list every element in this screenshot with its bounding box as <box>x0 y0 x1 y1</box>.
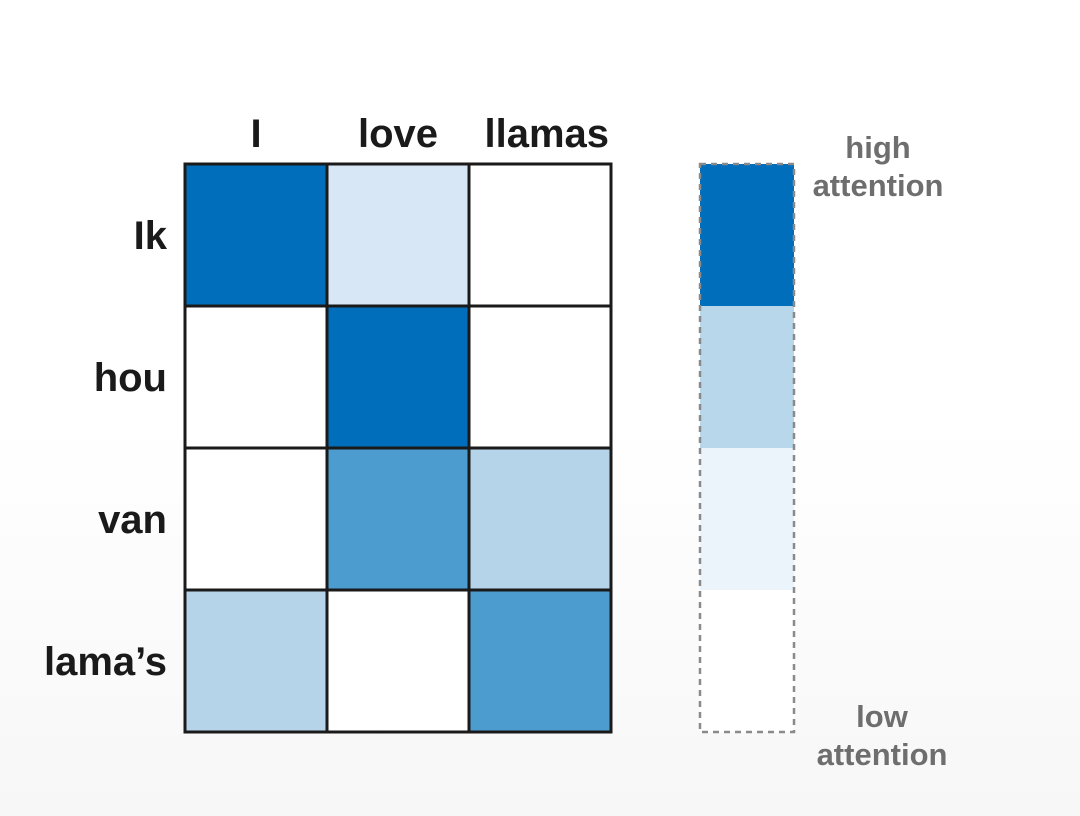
legend-low-label: low attention <box>817 699 948 772</box>
heatmap-cell <box>327 164 469 306</box>
row-label: hou <box>94 356 167 400</box>
legend-border <box>698 162 796 734</box>
heatmap-cells <box>185 164 611 732</box>
column-label: I <box>250 112 261 156</box>
heatmap-cell <box>469 306 611 448</box>
row-label: lama’s <box>44 640 167 684</box>
heatmap-cell <box>327 590 469 732</box>
legend-swatch <box>700 306 794 448</box>
row-labels: Ik hou van lama’s <box>44 214 168 684</box>
heatmap-cell <box>185 590 327 732</box>
column-label: love <box>358 112 438 156</box>
legend-high-label: high attention <box>813 130 944 203</box>
heatmap-cell <box>469 590 611 732</box>
row-label: Ik <box>134 214 168 258</box>
legend-swatch <box>700 164 794 306</box>
heatmap-grid <box>183 162 613 734</box>
heatmap-cell <box>327 448 469 590</box>
heatmap-cell <box>327 306 469 448</box>
heatmap-cell <box>469 448 611 590</box>
heatmap-cell <box>469 164 611 306</box>
column-label: llamas <box>484 112 609 156</box>
row-label: van <box>98 498 167 542</box>
heatmap-cell <box>185 164 327 306</box>
heatmap-cell <box>185 306 327 448</box>
color-legend: high attention low attention <box>698 130 948 772</box>
legend-swatch <box>700 590 794 732</box>
legend-swatch <box>700 448 794 590</box>
heatmap-cell <box>185 448 327 590</box>
